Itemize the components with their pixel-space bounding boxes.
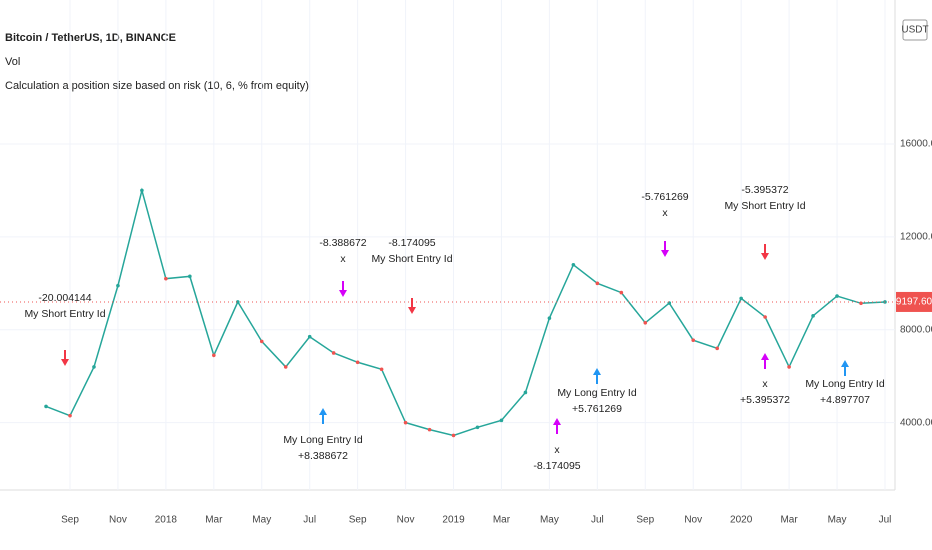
x-tick-label: 2018 bbox=[155, 515, 178, 526]
price-point bbox=[619, 290, 624, 295]
price-point bbox=[427, 427, 432, 432]
price-point bbox=[667, 301, 672, 305]
annotation: -5.395372 bbox=[741, 184, 788, 196]
price-point bbox=[763, 315, 767, 319]
price-point bbox=[259, 339, 264, 344]
price-point bbox=[44, 404, 48, 409]
annotation: My Short Entry Id bbox=[724, 200, 805, 212]
price-point bbox=[188, 274, 192, 279]
annotation: My Long Entry Id bbox=[283, 434, 363, 446]
y-tick-label: 12000.00 bbox=[900, 232, 932, 243]
annotation: x bbox=[340, 253, 346, 265]
price-point bbox=[331, 351, 336, 355]
x-tick-label: Mar bbox=[780, 515, 798, 526]
annotation: My Long Entry Id bbox=[557, 387, 637, 399]
signal-arrow-head bbox=[61, 359, 69, 366]
annotation: +5.395372 bbox=[740, 394, 790, 406]
currency-button[interactable] bbox=[902, 19, 928, 41]
price-point bbox=[307, 334, 312, 339]
y-tick-label: 4000.00 bbox=[900, 417, 932, 428]
price-point bbox=[403, 420, 408, 425]
x-tick-label: Nov bbox=[109, 515, 127, 526]
annotation: -8.388672 bbox=[319, 237, 366, 249]
x-tick-label: Sep bbox=[61, 515, 79, 526]
price-point bbox=[643, 320, 648, 325]
annotation: -8.174095 bbox=[388, 237, 435, 249]
annotation: -8.174095 bbox=[533, 460, 580, 472]
volume-label: Vol bbox=[5, 56, 20, 68]
price-point bbox=[92, 365, 96, 369]
symbol-title: Bitcoin / TetherUS, 1D, BINANCE bbox=[5, 32, 176, 44]
annotation: My Long Entry Id bbox=[805, 378, 885, 390]
price-point bbox=[451, 433, 456, 438]
annotation: x bbox=[554, 444, 560, 456]
price-point bbox=[739, 296, 743, 301]
y-tick-label: 16000.00 bbox=[900, 139, 932, 150]
price-point bbox=[235, 300, 240, 304]
annotation: x bbox=[662, 207, 668, 219]
signal-arrow-head bbox=[761, 353, 769, 360]
strategy-label: Calculation a position size based on ris… bbox=[5, 80, 309, 92]
annotation: My Short Entry Id bbox=[371, 253, 452, 265]
annotation: +5.761269 bbox=[572, 403, 622, 415]
price-point bbox=[68, 413, 72, 418]
annotation: +4.897707 bbox=[820, 394, 870, 406]
price-point bbox=[212, 353, 216, 358]
price-point bbox=[571, 262, 576, 267]
signal-arrow-head bbox=[339, 290, 347, 297]
signal-arrow-head bbox=[319, 408, 327, 415]
price-point bbox=[140, 188, 144, 193]
x-tick-label: 2019 bbox=[442, 515, 465, 526]
x-tick-label: Sep bbox=[349, 515, 367, 526]
x-tick-label: May bbox=[540, 515, 559, 526]
annotation: x bbox=[762, 378, 768, 390]
price-point bbox=[691, 338, 696, 343]
price-point bbox=[859, 301, 863, 306]
last-price-box bbox=[896, 291, 932, 312]
price-point bbox=[116, 283, 120, 288]
annotation: -20.004144 bbox=[38, 292, 91, 304]
x-tick-label: 2020 bbox=[730, 515, 753, 526]
x-tick-label: Nov bbox=[684, 515, 702, 526]
price-point bbox=[283, 365, 288, 369]
x-tick-label: Mar bbox=[205, 515, 223, 526]
price-point bbox=[715, 346, 719, 351]
signal-arrow-head bbox=[553, 418, 561, 425]
annotation: +8.388672 bbox=[298, 450, 348, 462]
price-point bbox=[355, 360, 360, 365]
price-point bbox=[787, 365, 791, 369]
price-point bbox=[547, 316, 552, 320]
x-tick-label: Mar bbox=[493, 515, 511, 526]
x-tick-label: Jul bbox=[591, 515, 604, 526]
annotation: -5.761269 bbox=[641, 191, 688, 203]
x-tick-label: Nov bbox=[397, 515, 415, 526]
signal-arrow-head bbox=[408, 307, 416, 314]
last-price-label: 9197.60 bbox=[896, 297, 932, 308]
price-point bbox=[475, 425, 480, 430]
price-point bbox=[835, 294, 839, 298]
x-tick-label: Jul bbox=[879, 515, 892, 526]
price-point bbox=[595, 281, 600, 286]
price-point bbox=[499, 418, 504, 423]
signal-arrow-head bbox=[761, 253, 769, 260]
price-point bbox=[811, 314, 815, 318]
price-line bbox=[45, 187, 886, 437]
price-point bbox=[523, 390, 528, 395]
x-tick-label: May bbox=[252, 515, 271, 526]
x-tick-label: Jul bbox=[303, 515, 316, 526]
x-tick-label: Sep bbox=[636, 515, 654, 526]
currency-label[interactable]: USDT bbox=[901, 25, 928, 36]
x-tick-label: May bbox=[828, 515, 847, 526]
price-point bbox=[379, 367, 384, 372]
price-point bbox=[164, 276, 168, 281]
signal-arrow-head bbox=[593, 368, 601, 375]
y-tick-label: 8000.00 bbox=[900, 324, 932, 335]
annotation: My Short Entry Id bbox=[24, 308, 105, 320]
signal-arrow-head bbox=[841, 360, 849, 367]
signal-arrow-head bbox=[661, 250, 669, 257]
